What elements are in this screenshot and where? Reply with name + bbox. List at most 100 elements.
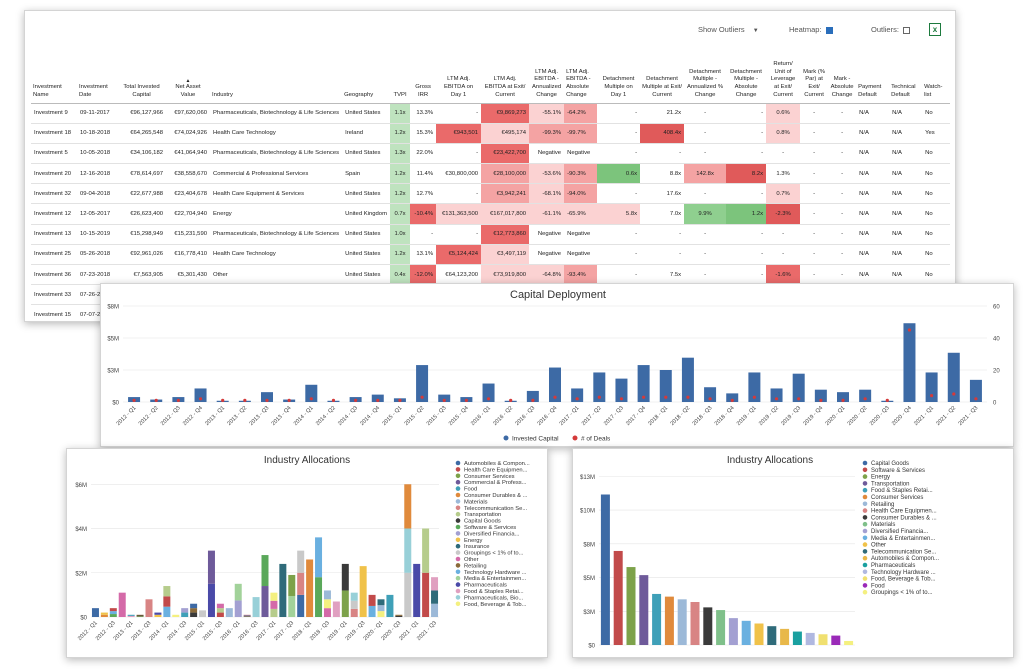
- point: [376, 398, 380, 402]
- table-cell: Health Care Technology: [210, 123, 343, 144]
- point: [354, 398, 358, 402]
- legend-marker: [455, 518, 461, 523]
- legend-label: Other: [871, 543, 886, 549]
- table-row[interactable]: Investment 12 12-05-2017 €26,623,400 €22,70…: [31, 203, 951, 225]
- table-cell: 0.7x: [390, 203, 411, 225]
- column-header[interactable]: Mark - Absolute Change: [828, 41, 857, 104]
- point: [331, 398, 336, 402]
- heatmap-toggle[interactable]: Heatmap:: [789, 25, 833, 34]
- column-header[interactable]: TVPI: [390, 41, 411, 104]
- table-cell: Investment 9: [31, 103, 77, 124]
- stack-segment: [350, 592, 358, 601]
- table-cell: €3,497,119: [481, 244, 530, 266]
- stack-segment: [225, 608, 233, 617]
- table-row[interactable]: Investment 18 10-18-2018 €64,265,548 €74,02…: [31, 123, 951, 144]
- table-cell: €23,404,678: [166, 183, 210, 205]
- column-header[interactable]: LTM Adj. EBITDA - Absolute Change: [564, 41, 598, 104]
- y-tick-left: $5M: [107, 337, 119, 343]
- bar: [837, 392, 849, 402]
- table-cell: -53.6%: [529, 163, 565, 185]
- show-outliers-dropdown[interactable]: Show Outliers ▼: [698, 25, 759, 34]
- column-header[interactable]: Investment Name: [31, 41, 77, 104]
- table-cell: 1.2x: [390, 123, 411, 144]
- column-header[interactable]: Detachment Multiple on Day 1: [597, 41, 641, 104]
- stack-segment: [109, 611, 117, 615]
- heatmap-checkbox[interactable]: [825, 26, 833, 34]
- column-header[interactable]: LTM Adj. EBITDA - Annualized Change: [529, 41, 565, 104]
- legend-label: Diversified Financia...: [871, 529, 929, 535]
- legend-marker: [503, 435, 509, 441]
- bar: [716, 610, 726, 645]
- table-row[interactable]: Investment 36 07-23-2018 €7,563,905 €5,301,…: [31, 264, 951, 286]
- column-header[interactable]: ▲ Net Asset Value: [166, 41, 210, 104]
- bar: [814, 389, 827, 402]
- stack-segment: [154, 614, 162, 617]
- column-header[interactable]: LTM Adj. EBITDA at Exit/ Current: [481, 41, 530, 104]
- table-row[interactable]: Investment 5 10-05-2018 €34,106,182 €41,064…: [31, 143, 951, 165]
- table-cell: No: [922, 244, 951, 266]
- stack-segment: [323, 608, 331, 617]
- stack-segment: [109, 614, 117, 617]
- table-cell: €12,773,860: [481, 224, 530, 245]
- table-row[interactable]: Investment 13 10-15-2019 €15,298,949 €15,23…: [31, 224, 951, 245]
- point: [642, 395, 646, 399]
- legend-marker: [862, 494, 868, 500]
- table-cell: €78,614,697: [117, 163, 166, 185]
- table-cell: N/A: [856, 183, 890, 205]
- table-cell: -99.7%: [564, 123, 598, 144]
- legend-label: Materials: [871, 522, 895, 528]
- excel-export-icon[interactable]: x: [929, 23, 941, 36]
- column-header[interactable]: Mark (% Par) at Exit/ Current: [800, 41, 829, 104]
- stack-segment: [431, 577, 439, 591]
- table-cell: 1.3x: [390, 143, 411, 165]
- table-cell: Negative: [564, 143, 598, 165]
- table-cell: €28,100,000: [481, 163, 530, 185]
- column-header[interactable]: LTM Adj. EBITDA on Day 1: [436, 41, 482, 104]
- column-header[interactable]: Watch- list: [922, 41, 951, 104]
- column-header[interactable]: Payment Default: [856, 41, 890, 104]
- x-tick: 2020 - Q2: [847, 405, 869, 427]
- column-header[interactable]: Industry: [210, 41, 343, 104]
- bar: [726, 393, 739, 402]
- table-cell: -: [800, 103, 829, 124]
- stack-segment: [252, 597, 260, 617]
- x-tick: 2021 - Q3: [957, 405, 979, 427]
- column-header[interactable]: Total Invested Capital: [117, 41, 166, 104]
- stack-segment: [270, 592, 278, 601]
- table-row[interactable]: Investment 32 09-04-2018 €22,677,988 €23,40…: [31, 183, 951, 205]
- sort-ascending-icon[interactable]: ▲: [185, 77, 191, 84]
- table-cell: 1.3%: [766, 163, 801, 185]
- outliers-checkbox[interactable]: [903, 26, 911, 34]
- outliers-toggle[interactable]: Outliers:: [871, 25, 911, 34]
- legend-label: Capital Goods: [871, 461, 909, 467]
- legend-label: Food & Staples Retai...: [871, 488, 933, 494]
- table-row[interactable]: Investment 9 09-11-2017 €96,127,966 €97,620…: [31, 103, 951, 124]
- legend-marker: [455, 556, 461, 562]
- table-cell: -: [800, 203, 829, 225]
- table-cell: United States: [342, 244, 391, 266]
- column-header[interactable]: Detachment Multiple at Exit/ Current: [640, 41, 685, 104]
- column-header[interactable]: Detachment Multiple - Absolute Change: [726, 41, 767, 104]
- table-cell: €131,363,500: [436, 203, 482, 225]
- column-header[interactable]: Technical Default: [889, 41, 923, 104]
- x-tick: 2013 - Q3: [249, 405, 271, 427]
- column-header[interactable]: Return/ Unit of Leverage at Exit/ Curren…: [766, 41, 801, 104]
- y-tick: $4M: [75, 527, 87, 533]
- stack-segment: [154, 612, 162, 615]
- table-cell: -68.1%: [529, 183, 565, 205]
- outliers-label: Outliers:: [871, 25, 899, 34]
- table-row[interactable]: Investment 20 12-16-2018 €78,614,697 €38,55…: [31, 163, 951, 185]
- x-tick: 2016 - Q1: [470, 405, 492, 427]
- legend-label: Energy: [871, 475, 890, 481]
- stack-segment: [261, 555, 269, 587]
- legend-label: Software & Services: [464, 525, 516, 531]
- stack-segment: [136, 614, 144, 616]
- bar: [767, 626, 777, 645]
- table-row[interactable]: Investment 25 05-26-2018 €92,961,026 €16,77…: [31, 244, 951, 266]
- column-header[interactable]: Geography: [342, 41, 391, 104]
- capital-deployment-chart: Capital Deployment $0 $3M $5M $8M 0 20 40 60 2012…: [107, 289, 1000, 443]
- column-header[interactable]: Investment Date: [77, 41, 117, 104]
- column-header[interactable]: Detachment Multiple - Annualized % Chang…: [684, 41, 727, 104]
- stack-segment: [163, 586, 171, 597]
- column-header[interactable]: Gross IRR: [410, 41, 437, 104]
